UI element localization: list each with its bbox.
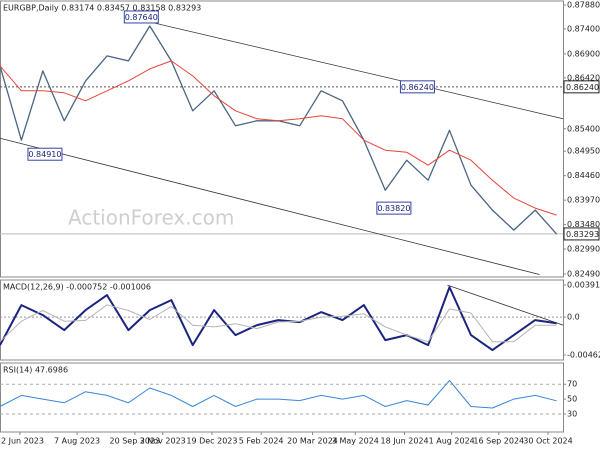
y-tick-label: 0.82990 xyxy=(567,245,600,254)
y-tick-label: 0.84460 xyxy=(567,171,600,180)
y-tick-label: -0.00462 xyxy=(567,350,600,359)
series-line xyxy=(0,304,557,343)
trend-line xyxy=(447,284,564,326)
panel-frame xyxy=(0,279,564,361)
x-tick-label: 3 May 2024 xyxy=(332,437,379,446)
trend-line xyxy=(0,137,540,275)
y-tick-label: 0.83480 xyxy=(567,220,600,229)
y-tick-label: 0.87880 xyxy=(567,0,600,9)
trend-line xyxy=(124,15,564,120)
series-line xyxy=(0,286,557,352)
annotation-label: 0.84910 xyxy=(28,150,61,159)
x-tick-label: 20 Mar 2024 xyxy=(287,437,338,446)
x-tick-label: 18 Jun 2024 xyxy=(381,437,429,446)
y-tick-label: 50 xyxy=(567,395,577,404)
price-box xyxy=(563,80,600,94)
annotation-box xyxy=(27,147,63,161)
watermark: ActionForex.com xyxy=(68,206,234,230)
x-tick-label: 19 Dec 2023 xyxy=(186,437,237,446)
y-tick-label: 0.0 xyxy=(567,313,580,322)
x-tick-label: 7 Aug 2023 xyxy=(54,437,100,446)
price-box xyxy=(563,227,600,241)
price-box-label: 0.86240 xyxy=(566,83,599,92)
y-tick-label: 0.003913 xyxy=(567,280,600,289)
y-tick-label: 0.83970 xyxy=(567,196,600,205)
y-tick-label: 30 xyxy=(567,409,577,418)
panel-title: MACD(12,26,9) -0.000752 -0.001006 xyxy=(3,283,151,292)
y-tick-label: 0.85400 xyxy=(567,124,600,133)
panel-frame xyxy=(0,0,564,278)
panel-title: EURGBP,Daily 0.83174 0.83457 0.83158 0.8… xyxy=(3,4,201,13)
y-tick-label: 70 xyxy=(567,380,577,389)
x-tick-label: 3 Nov 2023 xyxy=(140,437,186,446)
price-box-label: 0.83293 xyxy=(566,230,599,239)
y-tick-label: 0.86900 xyxy=(567,49,600,58)
annotation-box xyxy=(123,10,159,24)
y-tick-label: 0.86420 xyxy=(567,73,600,82)
annotation-label: 0.83820 xyxy=(377,204,410,213)
y-tick-label: 0.84950 xyxy=(567,147,600,156)
series-line xyxy=(0,380,557,409)
annotation-box xyxy=(399,80,435,94)
y-tick-label: 0.87400 xyxy=(567,24,600,33)
x-tick-label: 1 Aug 2024 xyxy=(429,437,475,446)
annotation-label: 0.87640 xyxy=(125,13,158,22)
panel-title: RSI(14) 47.6986 xyxy=(3,366,68,375)
annotation-box xyxy=(376,201,412,215)
x-tick-label: 5 Feb 2024 xyxy=(239,437,284,446)
y-tick-label: 0.82490 xyxy=(567,270,600,279)
series-line xyxy=(0,60,557,216)
annotation-label: 0.86240 xyxy=(401,83,434,92)
x-tick-label: 30 Oct 2024 xyxy=(523,437,572,446)
x-tick-label: 16 Sep 2024 xyxy=(473,437,524,446)
panel-frame xyxy=(0,362,564,433)
x-tick-label: 22 Jun 2023 xyxy=(0,437,44,446)
x-tick-label: 20 Sep 2023 xyxy=(110,437,161,446)
